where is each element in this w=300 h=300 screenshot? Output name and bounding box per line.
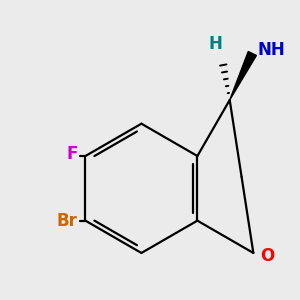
Text: Br: Br <box>57 212 78 230</box>
Text: H: H <box>208 35 222 53</box>
Text: O: O <box>260 247 274 265</box>
Text: F: F <box>66 145 78 163</box>
Text: NH: NH <box>257 41 285 59</box>
Polygon shape <box>230 52 256 100</box>
